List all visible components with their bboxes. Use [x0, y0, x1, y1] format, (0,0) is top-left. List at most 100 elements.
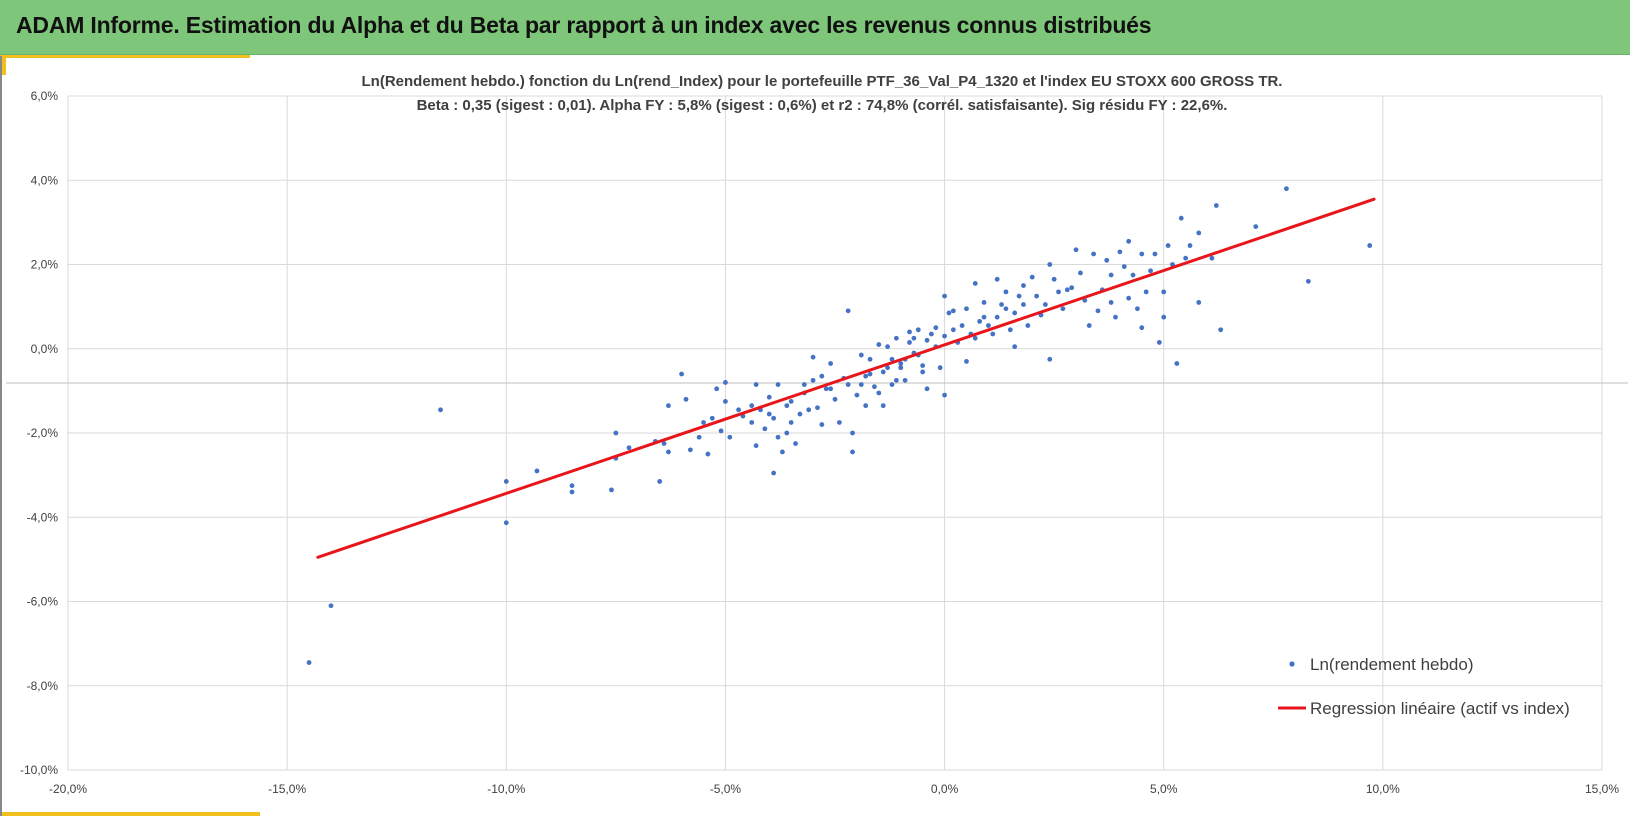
- scatter-point: [503, 520, 509, 526]
- scatter-point: [753, 443, 759, 449]
- scatter-point: [863, 373, 869, 379]
- scatter-point: [1007, 327, 1013, 333]
- scatter-point: [977, 318, 983, 324]
- scatter-point: [705, 451, 711, 457]
- scatter-point: [609, 487, 614, 493]
- scatter-point: [679, 371, 684, 377]
- scatter-point: [876, 390, 882, 396]
- scatter-point: [867, 356, 873, 362]
- scatter-point: [1108, 272, 1114, 278]
- scatter-point: [990, 331, 996, 337]
- scatter-point: [885, 344, 890, 350]
- scatter-point: [850, 430, 855, 436]
- scatter-point: [902, 377, 908, 383]
- scatter-point: [972, 281, 978, 286]
- scatter-point: [1029, 274, 1035, 280]
- header-bar: ADAM Informe. Estimation du Alpha et du …: [0, 0, 1630, 55]
- x-tick-label: 5,0%: [1150, 782, 1178, 796]
- y-tick-label: 6,0%: [31, 89, 59, 103]
- scatter-point: [749, 420, 755, 425]
- scatter-point: [1060, 306, 1066, 312]
- scatter-point: [1253, 224, 1259, 229]
- scatter-point: [1135, 306, 1140, 312]
- scatter-point: [771, 415, 777, 421]
- scatter-point: [1108, 300, 1114, 305]
- scatter-point: [1209, 255, 1215, 261]
- scatter-point: [718, 428, 724, 434]
- scatter-point: [994, 276, 1000, 282]
- scatter-point: [1305, 278, 1311, 284]
- scatter-point: [942, 333, 947, 339]
- scatter-point: [1095, 308, 1101, 314]
- scatter-point: [819, 422, 825, 427]
- regression-line: [316, 197, 1376, 559]
- scatter-point: [749, 403, 755, 409]
- scatter-point: [850, 449, 855, 455]
- scatter-chart: -20,0% -15,0% -10,0% -5,0% 0,0% 5,0% 10,0% 15,0…: [6, 73, 1628, 796]
- scatter-point: [1152, 251, 1158, 257]
- scatter-point: [1073, 247, 1079, 253]
- scatter-point: [723, 399, 728, 404]
- scatter-point: [797, 411, 803, 417]
- scatter-point: [1047, 356, 1053, 362]
- y-tick-label: -6,0%: [27, 595, 59, 609]
- scatter-point: [1161, 314, 1167, 320]
- accent-bar-top: [0, 55, 250, 58]
- scatter-point: [784, 430, 790, 436]
- y-tick-label: -2,0%: [27, 426, 59, 440]
- scatter-point: [1104, 257, 1110, 263]
- y-tick-label: 2,0%: [31, 258, 59, 272]
- scatter-point: [661, 441, 667, 446]
- scatter-point: [880, 369, 886, 375]
- scatter-point: [885, 365, 890, 371]
- data-points: [306, 186, 1373, 665]
- scatter-point: [893, 377, 899, 383]
- scatter-point: [626, 445, 632, 451]
- scatter-point: [915, 327, 921, 333]
- scatter-point: [771, 470, 777, 476]
- chart-area: -20,0% -15,0% -10,0% -5,0% 0,0% 5,0% 10,0% 15,0…: [0, 56, 1630, 816]
- scatter-point: [687, 447, 693, 453]
- scatter-point: [569, 483, 575, 489]
- scatter-point: [845, 308, 851, 314]
- scatter-point: [1174, 361, 1180, 366]
- scatter-point: [942, 293, 947, 299]
- scatter-point: [858, 382, 864, 387]
- scatter-point: [1126, 295, 1132, 301]
- scatter-point: [972, 335, 978, 341]
- scatter-point: [815, 405, 820, 411]
- scatter-point: [810, 377, 816, 383]
- scatter-point: [1148, 268, 1153, 274]
- scatter-point: [889, 356, 895, 362]
- x-tick-label: 0,0%: [931, 782, 959, 796]
- scatter-point: [872, 384, 877, 390]
- scatter-point: [1196, 300, 1202, 305]
- scatter-point: [696, 434, 702, 440]
- scatter-point: [950, 308, 956, 314]
- scatter-point: [946, 310, 952, 316]
- scatter-point: [709, 415, 715, 421]
- scatter-point: [766, 394, 772, 400]
- scatter-point: [723, 380, 728, 385]
- x-tick-label: 15,0%: [1585, 782, 1619, 796]
- scatter-point: [766, 411, 772, 417]
- scatter-point: [867, 371, 873, 377]
- scatter-point: [1003, 306, 1009, 312]
- scatter-point: [1130, 272, 1136, 278]
- scatter-point: [1069, 285, 1075, 291]
- scatter-point: [819, 373, 825, 379]
- scatter-point: [1143, 289, 1149, 295]
- scatter-point: [810, 354, 816, 360]
- scatter-point: [981, 300, 987, 305]
- scatter-point: [793, 441, 798, 446]
- scatter-point: [1056, 289, 1061, 295]
- scatter-point: [1034, 293, 1040, 299]
- scatter-point: [1042, 302, 1048, 307]
- scatter-point: [898, 365, 904, 371]
- scatter-point: [1091, 251, 1096, 257]
- scatter-point: [1156, 340, 1162, 345]
- accent-bar-left: [0, 55, 6, 75]
- scatter-point: [569, 489, 575, 495]
- scatter-point: [1117, 249, 1123, 255]
- scatter-point: [854, 392, 860, 398]
